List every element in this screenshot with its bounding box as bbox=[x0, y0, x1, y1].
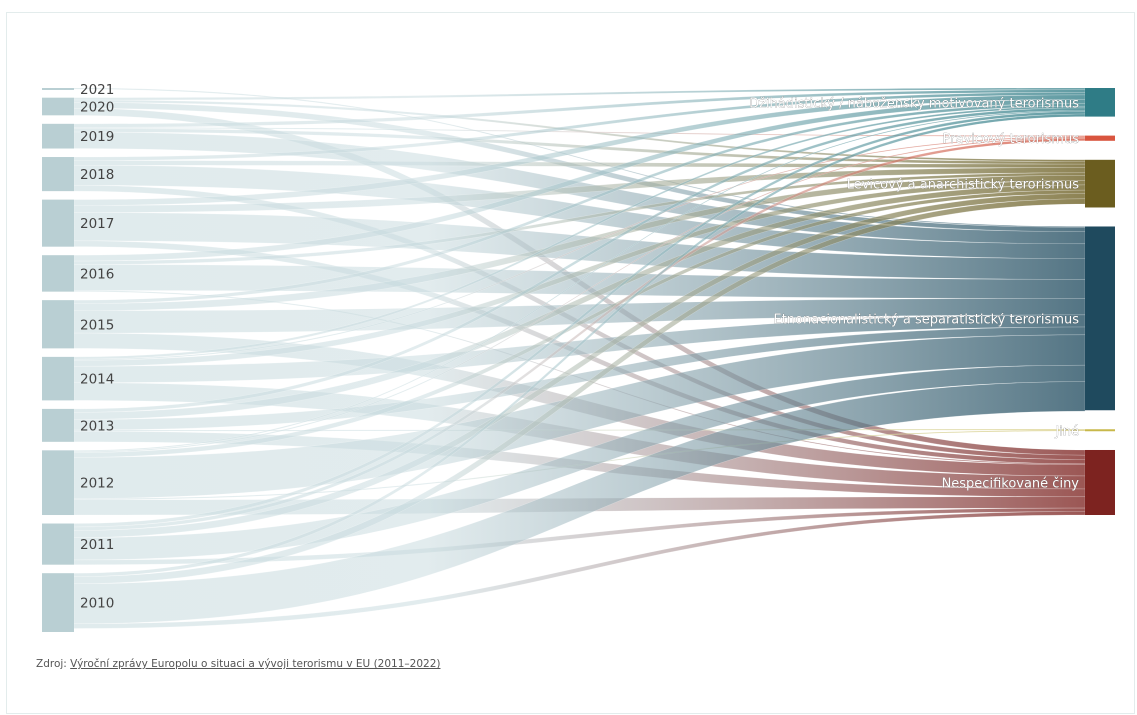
target-node-pravicovy-terorismus[interactable] bbox=[1085, 135, 1115, 141]
source-node-2015[interactable] bbox=[42, 300, 74, 349]
target-label-etnonacionalisticky-a-separatisticky-terorismus: Etnonacionalistický a separatistický ter… bbox=[773, 312, 1079, 327]
target-label-levicovy-a-anarchisticky-terorismus: Levicový a anarchistický terorismus bbox=[847, 178, 1080, 193]
source-link[interactable]: Výroční zprávy Europolu o situaci a vývo… bbox=[70, 658, 441, 670]
source-label-2012: 2012 bbox=[80, 476, 114, 492]
link-2010-to-etnonacionalisticky-a-separatisticky-terorismus[interactable] bbox=[73, 381, 1086, 625]
target-label-nespecifikovane-ciny: Nespecifikované činy bbox=[942, 476, 1080, 491]
source-label-2017: 2017 bbox=[80, 216, 114, 232]
source-node-2010[interactable] bbox=[42, 573, 74, 632]
source-label-2015: 2015 bbox=[80, 317, 114, 333]
source-node-2012[interactable] bbox=[42, 450, 74, 516]
source-node-2011[interactable] bbox=[42, 523, 74, 565]
source-label-2016: 2016 bbox=[80, 266, 114, 282]
source-label-2019: 2019 bbox=[80, 129, 114, 145]
target-label-pravicovy-terorismus: Pravicový terorismus bbox=[943, 132, 1080, 147]
source-label-2018: 2018 bbox=[80, 167, 114, 183]
source-node-2018[interactable] bbox=[42, 157, 74, 192]
source-label-2013: 2013 bbox=[80, 418, 114, 434]
sankey-nodes bbox=[42, 88, 1115, 632]
target-label-jine: Jiné bbox=[1054, 424, 1079, 439]
target-node-jine[interactable] bbox=[1085, 429, 1115, 432]
source-note: Zdroj: Výroční zprávy Europolu o situaci… bbox=[36, 658, 440, 670]
link-2010-to-dzihadisticky-nabozensky-motivovany-terorismus[interactable] bbox=[73, 113, 1086, 577]
source-label-2020: 2020 bbox=[80, 99, 114, 115]
target-node-levicovy-a-anarchisticky-terorismus[interactable] bbox=[1085, 159, 1115, 208]
source-node-2016[interactable] bbox=[42, 255, 74, 292]
target-node-etnonacionalisticky-a-separatisticky-terorismus[interactable] bbox=[1085, 226, 1115, 411]
source-node-2013[interactable] bbox=[42, 408, 74, 442]
source-label-2021: 2021 bbox=[80, 82, 114, 98]
source-label-2010: 2010 bbox=[80, 596, 114, 612]
sankey-links bbox=[73, 87, 1086, 629]
source-label-2011: 2011 bbox=[80, 537, 114, 553]
source-label-2014: 2014 bbox=[80, 372, 114, 388]
source-node-2019[interactable] bbox=[42, 123, 74, 149]
target-node-nespecifikovane-ciny[interactable] bbox=[1085, 449, 1115, 515]
target-label-dzihadisticky-nabozensky-motivovany-terorismus: Džihádistický / nábožensky motivovaný te… bbox=[749, 96, 1079, 111]
target-node-dzihadisticky-nabozensky-motivovany-terorismus[interactable] bbox=[1085, 88, 1115, 117]
source-node-2014[interactable] bbox=[42, 356, 74, 401]
source-prefix: Zdroj: bbox=[36, 658, 71, 670]
source-node-2021[interactable] bbox=[42, 88, 74, 90]
link-2011-to-pravicovy-terorismus[interactable] bbox=[73, 137, 1086, 531]
source-node-2017[interactable] bbox=[42, 199, 74, 247]
source-node-2020[interactable] bbox=[42, 97, 74, 116]
